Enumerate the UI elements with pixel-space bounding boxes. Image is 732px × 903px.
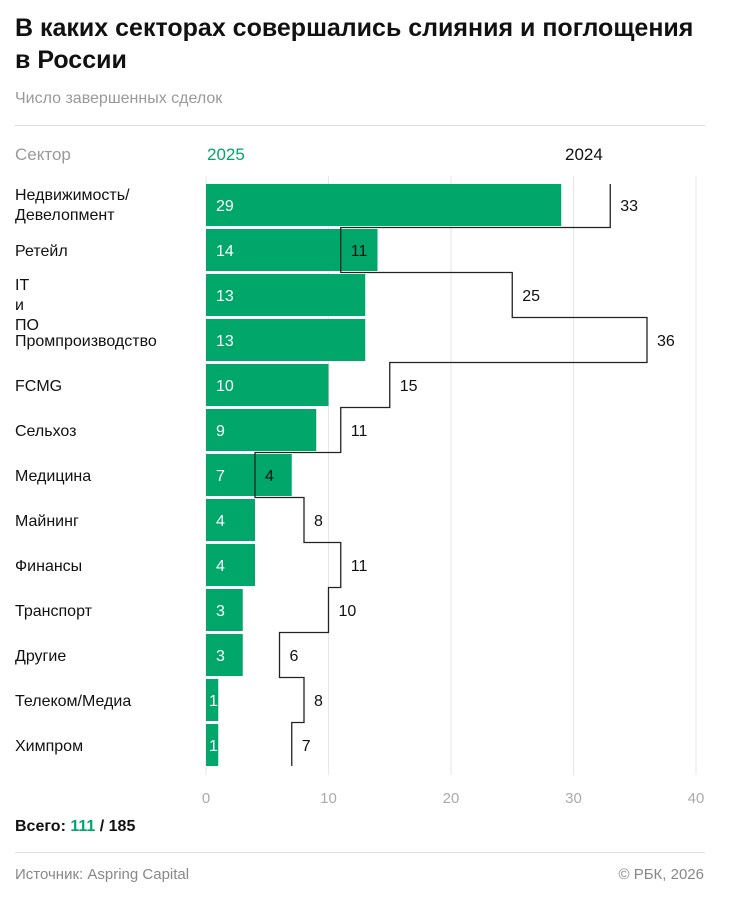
bar-value-2025: 13 — [216, 333, 234, 350]
bar-2025 — [206, 589, 243, 631]
value-label-2024: 7 — [302, 738, 311, 755]
copyright: © РБК, 2026 — [618, 866, 704, 883]
value-label-2024: 8 — [314, 693, 323, 710]
bar-value-2025: 10 — [216, 378, 234, 395]
value-label-2024: 11 — [351, 423, 368, 440]
bar-value-2025: 3 — [216, 603, 225, 620]
bar-2025 — [206, 409, 317, 451]
value-label-2024: 36 — [657, 333, 675, 350]
total-2025: 111 — [70, 818, 96, 835]
bar-value-2025: 14 — [216, 243, 234, 260]
total-label: Всего: — [15, 818, 66, 835]
bar-2025 — [206, 274, 366, 316]
total: Всего: 111 / 185 — [15, 818, 135, 836]
bar-value-2025: 13 — [216, 288, 234, 305]
divider — [15, 852, 705, 853]
bar-2025 — [206, 364, 329, 406]
category-label: Финансы — [15, 558, 82, 575]
bar-value-2025: 9 — [216, 423, 225, 440]
total-sep: / — [99, 818, 105, 835]
category-label: Майнинг — [15, 513, 79, 530]
value-label-2024: 25 — [522, 288, 540, 305]
value-label-2024: 6 — [290, 648, 299, 665]
bar-2025 — [206, 679, 219, 721]
bar-2025 — [206, 544, 255, 586]
value-label-2024: 10 — [339, 603, 357, 620]
x-tick-label: 40 — [688, 790, 705, 807]
x-tick-label: 30 — [565, 790, 582, 807]
bar-value-2025: 4 — [216, 558, 225, 575]
source: Источник: Aspring Capital — [15, 866, 190, 883]
bar-value-2025: 1 — [209, 693, 218, 710]
step-line-2024 — [254, 184, 648, 766]
bar-2025 — [206, 184, 562, 226]
bar-2025 — [206, 499, 255, 541]
bar-2025 — [206, 229, 378, 271]
x-tick-label: 10 — [320, 790, 337, 807]
bar-value-2025: 1 — [209, 738, 218, 755]
category-label: IT и ПО — [15, 277, 39, 334]
bar-2025 — [206, 724, 219, 766]
total-2024: 185 — [108, 818, 136, 835]
value-label-2024: 4 — [265, 468, 274, 485]
chart-subtitle: Число завершенных сделок — [15, 90, 223, 107]
category-label: Медицина — [15, 468, 91, 485]
bar-2025 — [206, 319, 366, 361]
bar-value-2025: 29 — [216, 198, 234, 215]
value-label-2024: 11 — [351, 243, 368, 260]
category-label: Телеком/Медиа — [15, 693, 131, 710]
legend-2025: 2025 — [207, 145, 245, 164]
x-tick-label: 20 — [443, 790, 460, 807]
legend-2024: 2024 — [565, 145, 603, 164]
category-label: Ретейл — [15, 243, 68, 260]
value-label-2024: 15 — [400, 378, 418, 395]
divider — [15, 125, 705, 126]
category-label: FCMG — [15, 378, 62, 395]
x-tick-label: 0 — [202, 790, 210, 807]
bar-value-2025: 7 — [216, 468, 225, 485]
category-label: Промпроизводство — [15, 333, 157, 350]
category-label: Другие — [15, 648, 66, 665]
category-header: Сектор — [15, 145, 71, 164]
category-label: Недвижимость/Девелопмент — [15, 187, 130, 224]
bar-value-2025: 3 — [216, 648, 225, 665]
value-label-2024: 11 — [351, 558, 368, 575]
category-label: Транспорт — [15, 603, 93, 620]
category-label: Химпром — [15, 738, 83, 755]
chart-title: В каких секторах совершались слияния и п… — [15, 14, 694, 74]
bar-2025 — [206, 454, 292, 496]
bar-2025 — [206, 634, 243, 676]
bar-value-2025: 4 — [216, 513, 225, 530]
value-label-2024: 33 — [620, 198, 638, 215]
category-label: Сельхоз — [15, 423, 76, 440]
value-label-2024: 8 — [314, 513, 323, 530]
